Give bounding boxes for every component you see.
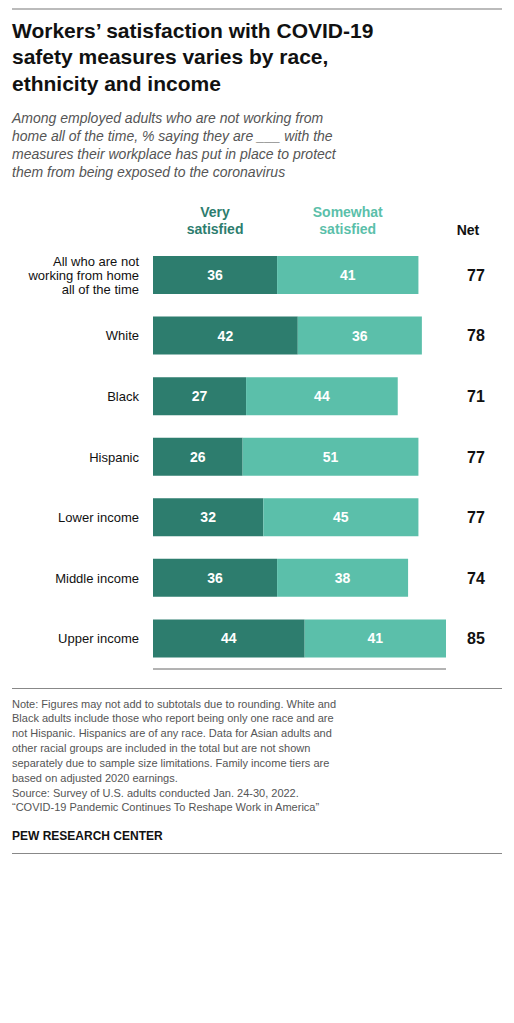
svg-text:41: 41 (368, 630, 384, 646)
svg-text:White: White (106, 328, 139, 343)
svg-text:77: 77 (467, 448, 485, 465)
svg-text:Hispanic: Hispanic (89, 449, 139, 464)
svg-text:85: 85 (467, 630, 485, 647)
svg-text:44: 44 (221, 630, 237, 646)
html-text:Among employed adults who are: Among employed adults who are not workin… (12, 109, 336, 181)
svg-text:77: 77 (467, 509, 485, 526)
svg-text:42: 42 (218, 327, 234, 343)
svg-text:Middle income: Middle income (55, 570, 139, 585)
html-text:PEW RESEARCH CENTER: PEW RESEARCH CENTER (12, 829, 163, 844)
svg-text:45: 45 (333, 509, 349, 525)
svg-text:78: 78 (467, 327, 485, 344)
svg-text:44: 44 (314, 388, 330, 404)
html-text:Somewhat satisfied: Somewhat satisfied (312, 203, 383, 237)
svg-text:51: 51 (323, 448, 339, 464)
html-text:Net: Net (456, 221, 480, 238)
svg-text:Lower income: Lower income (58, 510, 139, 525)
html-text:Note: Figures may not add to s: Note: Figures may not add to subtotals d… (12, 697, 337, 814)
svg-text:27: 27 (192, 388, 208, 404)
html-text:Very satisfied: Very satisfied (186, 203, 244, 237)
svg-text:36: 36 (207, 266, 223, 282)
svg-text:36: 36 (207, 569, 223, 585)
svg-text:All who are notworking from ho: All who are notworking from homeall of t… (27, 253, 139, 296)
svg-text:Upper income: Upper income (58, 631, 139, 646)
svg-text:38: 38 (335, 569, 351, 585)
svg-text:26: 26 (190, 448, 206, 464)
svg-text:Black: Black (107, 388, 139, 403)
svg-text:41: 41 (340, 266, 356, 282)
svg-text:74: 74 (467, 569, 485, 586)
svg-text:71: 71 (467, 387, 485, 404)
html-text:Workers’ satisfaction with COV: Workers’ satisfaction with COVID-19 safe… (12, 19, 374, 95)
svg-text:77: 77 (467, 266, 485, 283)
svg-text:36: 36 (352, 327, 368, 343)
svg-text:32: 32 (200, 509, 216, 525)
